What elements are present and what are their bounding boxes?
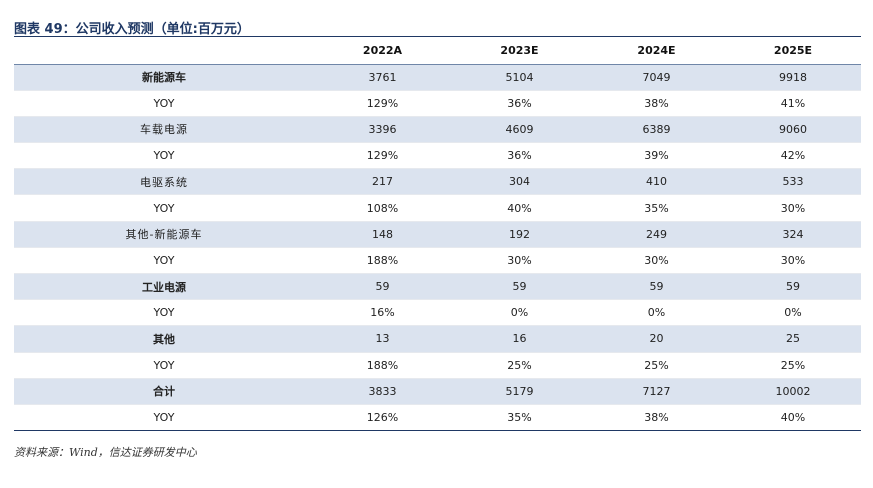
table-cell: 217 bbox=[314, 168, 451, 196]
table-cell: 25% bbox=[451, 352, 588, 379]
table-cell: 35% bbox=[588, 194, 725, 222]
table-cell: 5179 bbox=[451, 378, 588, 405]
table-cell: 10002 bbox=[725, 378, 861, 405]
table-row: YOY 129% 36% 39% 42% bbox=[14, 142, 861, 170]
table-row: YOY 188% 25% 25% 25% bbox=[14, 352, 861, 379]
row-label: 电驱系统 bbox=[14, 168, 314, 196]
table-cell: 38% bbox=[588, 404, 725, 432]
revenue-forecast-table: 2022A 2023E 2024E 2025E 新能源车 3761 5104 7049… bbox=[14, 37, 861, 432]
row-label: 工业电源 bbox=[14, 273, 314, 301]
table-cell: 3833 bbox=[314, 378, 451, 405]
table-row: 新能源车 3761 5104 7049 9918 bbox=[14, 64, 861, 91]
table-cell: 30% bbox=[588, 247, 725, 275]
column-header-2024e: 2024E bbox=[588, 37, 725, 65]
table-cell: 25 bbox=[725, 325, 861, 353]
table-cell: 129% bbox=[314, 90, 451, 117]
table-row: 合计 3833 5179 7127 10002 bbox=[14, 378, 861, 405]
column-header-2022a: 2022A bbox=[314, 37, 451, 65]
table-cell: 40% bbox=[451, 194, 588, 222]
table-cell: 148 bbox=[314, 221, 451, 248]
table-cell: 249 bbox=[588, 221, 725, 248]
table-cell: 192 bbox=[451, 221, 588, 248]
column-header-label bbox=[14, 37, 314, 65]
table-cell: 16% bbox=[314, 299, 451, 327]
table-cell: 36% bbox=[451, 90, 588, 117]
table-cell: 126% bbox=[314, 404, 451, 432]
row-label: YOY bbox=[14, 299, 314, 327]
row-label: YOY bbox=[14, 90, 314, 117]
source-note: 资料来源：Wind，信达证券研发中心 bbox=[14, 446, 197, 459]
table-cell: 30% bbox=[725, 247, 861, 275]
table-cell: 9060 bbox=[725, 116, 861, 144]
table-cell: 59 bbox=[588, 273, 725, 301]
table-cell: 304 bbox=[451, 168, 588, 196]
row-label: 合计 bbox=[14, 378, 314, 405]
table-cell: 25% bbox=[588, 352, 725, 379]
row-label: 其他 bbox=[14, 325, 314, 353]
table-cell: 410 bbox=[588, 168, 725, 196]
table-row: YOY 108% 40% 35% 30% bbox=[14, 194, 861, 222]
table-cell: 16 bbox=[451, 325, 588, 353]
table-header-row: 2022A 2023E 2024E 2025E bbox=[14, 37, 861, 65]
table-cell: 38% bbox=[588, 90, 725, 117]
column-header-2025e: 2025E bbox=[725, 37, 861, 65]
table-title: 图表 49：公司收入预测（单位:百万元） bbox=[14, 22, 250, 37]
table-cell: 7049 bbox=[588, 64, 725, 91]
table-row: 其他 13 16 20 25 bbox=[14, 325, 861, 353]
table-row: YOY 16% 0% 0% 0% bbox=[14, 299, 861, 327]
table-cell: 4609 bbox=[451, 116, 588, 144]
column-header-2023e: 2023E bbox=[451, 37, 588, 65]
row-label: YOY bbox=[14, 404, 314, 432]
table-cell: 13 bbox=[314, 325, 451, 353]
row-label: YOY bbox=[14, 194, 314, 222]
row-label: 新能源车 bbox=[14, 64, 314, 91]
title-divider bbox=[14, 36, 861, 37]
table-cell: 59 bbox=[314, 273, 451, 301]
table-cell: 30% bbox=[725, 194, 861, 222]
table-cell: 0% bbox=[725, 299, 861, 327]
table-cell: 6389 bbox=[588, 116, 725, 144]
table-row: 其他-新能源车 148 192 249 324 bbox=[14, 221, 861, 248]
table-cell: 35% bbox=[451, 404, 588, 432]
table-cell: 3761 bbox=[314, 64, 451, 91]
table-cell: 39% bbox=[588, 142, 725, 170]
table-cell: 36% bbox=[451, 142, 588, 170]
table-cell: 42% bbox=[725, 142, 861, 170]
table-cell: 3396 bbox=[314, 116, 451, 144]
table-cell: 188% bbox=[314, 247, 451, 275]
table-cell: 41% bbox=[725, 90, 861, 117]
row-label: 其他-新能源车 bbox=[14, 221, 314, 248]
table-row: YOY 188% 30% 30% 30% bbox=[14, 247, 861, 275]
table-cell: 7127 bbox=[588, 378, 725, 405]
table-cell: 0% bbox=[451, 299, 588, 327]
row-label: YOY bbox=[14, 142, 314, 170]
table-cell: 188% bbox=[314, 352, 451, 379]
table-cell: 129% bbox=[314, 142, 451, 170]
table-row: YOY 129% 36% 38% 41% bbox=[14, 90, 861, 117]
table-cell: 25% bbox=[725, 352, 861, 379]
table-cell: 40% bbox=[725, 404, 861, 432]
row-label: YOY bbox=[14, 352, 314, 379]
table-cell: 5104 bbox=[451, 64, 588, 91]
table-cell: 324 bbox=[725, 221, 861, 248]
row-label: 车载电源 bbox=[14, 116, 314, 144]
table-row: 工业电源 59 59 59 59 bbox=[14, 273, 861, 301]
row-label: YOY bbox=[14, 247, 314, 275]
table-cell: 59 bbox=[725, 273, 861, 301]
table-cell: 533 bbox=[725, 168, 861, 196]
table-cell: 9918 bbox=[725, 64, 861, 91]
table-cell: 30% bbox=[451, 247, 588, 275]
table-cell: 108% bbox=[314, 194, 451, 222]
table-cell: 20 bbox=[588, 325, 725, 353]
table-row: 车载电源 3396 4609 6389 9060 bbox=[14, 116, 861, 144]
table-cell: 0% bbox=[588, 299, 725, 327]
table-row: 电驱系统 217 304 410 533 bbox=[14, 168, 861, 196]
table-cell: 59 bbox=[451, 273, 588, 301]
table-row: YOY 126% 35% 38% 40% bbox=[14, 404, 861, 432]
